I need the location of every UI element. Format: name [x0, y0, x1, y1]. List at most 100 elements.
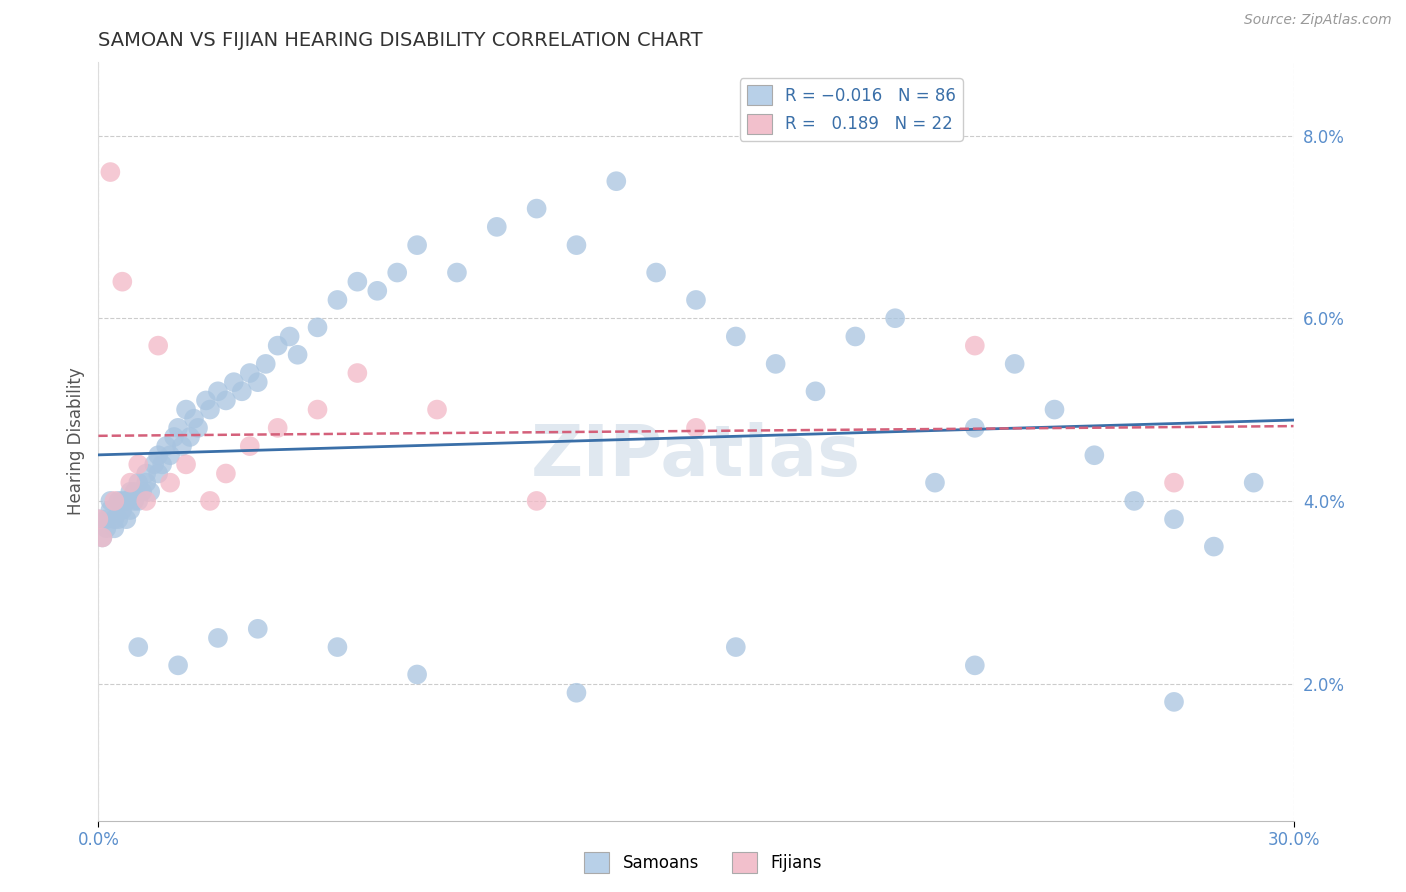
Point [107, 494, 129, 508]
Point [526, 202, 548, 216]
Point [246, 375, 269, 389]
Point [159, 475, 181, 490]
Point [96, 521, 118, 535]
Point [287, 348, 309, 362]
Point [103, 494, 125, 508]
Point [605, 174, 627, 188]
Point [804, 384, 827, 399]
Point [120, 503, 142, 517]
Point [135, 475, 157, 490]
Point [406, 667, 429, 681]
Point [148, 338, 170, 352]
Point [267, 421, 290, 435]
Point [111, 494, 134, 508]
Point [239, 366, 262, 380]
Point [148, 467, 170, 481]
Point [1163, 512, 1185, 526]
Point [963, 338, 986, 352]
Point [565, 686, 588, 700]
Point [172, 439, 194, 453]
Point [155, 439, 177, 453]
Point [1123, 494, 1146, 508]
Point [267, 338, 290, 352]
Point [963, 421, 986, 435]
Point [183, 411, 205, 425]
Point [163, 430, 186, 444]
Point [963, 658, 986, 673]
Point [98, 494, 122, 508]
Point [120, 484, 142, 499]
Point [198, 494, 221, 508]
Point [685, 421, 707, 435]
Point [87, 512, 110, 526]
Point [307, 320, 329, 334]
Text: ZIPatlas: ZIPatlas [531, 422, 860, 491]
Point [167, 658, 190, 673]
Point [96, 512, 118, 526]
Point [174, 402, 197, 417]
Point [187, 421, 209, 435]
Point [1083, 448, 1105, 462]
Point [884, 311, 907, 326]
Point [844, 329, 866, 343]
Y-axis label: Hearing Disability: Hearing Disability [66, 368, 84, 516]
Point [198, 402, 221, 417]
Point [231, 384, 253, 399]
Point [346, 366, 368, 380]
Point [1243, 475, 1265, 490]
Point [179, 430, 201, 444]
Text: SAMOAN VS FIJIAN HEARING DISABILITY CORRELATION CHART: SAMOAN VS FIJIAN HEARING DISABILITY CORR… [98, 30, 703, 50]
Point [326, 293, 349, 307]
Legend: R = −0.016   N = 86, R =   0.189   N = 22: R = −0.016 N = 86, R = 0.189 N = 22 [740, 78, 963, 141]
Point [426, 402, 449, 417]
Point [215, 393, 238, 408]
Point [111, 275, 134, 289]
Point [135, 494, 157, 508]
Point [107, 512, 129, 526]
Point [1202, 540, 1225, 554]
Point [278, 329, 301, 343]
Point [91, 531, 114, 545]
Point [406, 238, 429, 252]
Point [139, 484, 162, 499]
Point [127, 458, 149, 472]
Point [115, 512, 138, 526]
Point [246, 622, 269, 636]
Point [167, 421, 190, 435]
Point [98, 503, 122, 517]
Point [159, 448, 181, 462]
Point [724, 640, 747, 654]
Legend: Samoans, Fijians: Samoans, Fijians [578, 846, 828, 880]
Point [127, 494, 149, 508]
Point [120, 475, 142, 490]
Point [1163, 475, 1185, 490]
Point [366, 284, 388, 298]
Point [148, 448, 170, 462]
Point [565, 238, 588, 252]
Point [135, 467, 157, 481]
Point [1004, 357, 1026, 371]
Point [385, 266, 409, 280]
Point [115, 494, 138, 508]
Point [724, 329, 747, 343]
Point [124, 484, 146, 499]
Point [924, 475, 946, 490]
Point [124, 494, 146, 508]
Point [127, 475, 149, 490]
Point [645, 266, 668, 280]
Point [127, 640, 149, 654]
Point [150, 458, 173, 472]
Point [91, 531, 114, 545]
Point [111, 503, 134, 517]
Point [326, 640, 349, 654]
Point [174, 458, 197, 472]
Point [1043, 402, 1066, 417]
Point [87, 512, 110, 526]
Point [103, 512, 125, 526]
Point [685, 293, 707, 307]
Point [254, 357, 277, 371]
Point [1163, 695, 1185, 709]
Point [485, 219, 508, 234]
Point [222, 375, 245, 389]
Point [131, 484, 153, 499]
